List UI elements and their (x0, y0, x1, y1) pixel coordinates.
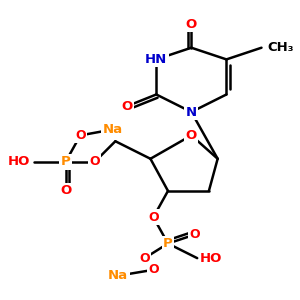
Text: O: O (189, 228, 200, 241)
Text: N: N (186, 106, 197, 118)
Text: O: O (75, 129, 86, 142)
Text: O: O (148, 211, 159, 224)
Text: HN: HN (145, 53, 167, 66)
Text: O: O (60, 184, 71, 197)
Text: O: O (90, 155, 100, 168)
Text: Na: Na (108, 269, 128, 282)
Text: Na: Na (102, 123, 122, 136)
Text: O: O (186, 18, 197, 31)
Text: O: O (139, 252, 150, 265)
Text: HO: HO (8, 155, 31, 168)
Text: O: O (186, 129, 197, 142)
Text: O: O (122, 100, 133, 113)
Text: P: P (61, 155, 70, 168)
Text: CH₃: CH₃ (267, 41, 294, 54)
Text: HO: HO (200, 252, 223, 265)
Text: P: P (163, 237, 173, 250)
Text: O: O (148, 263, 159, 276)
